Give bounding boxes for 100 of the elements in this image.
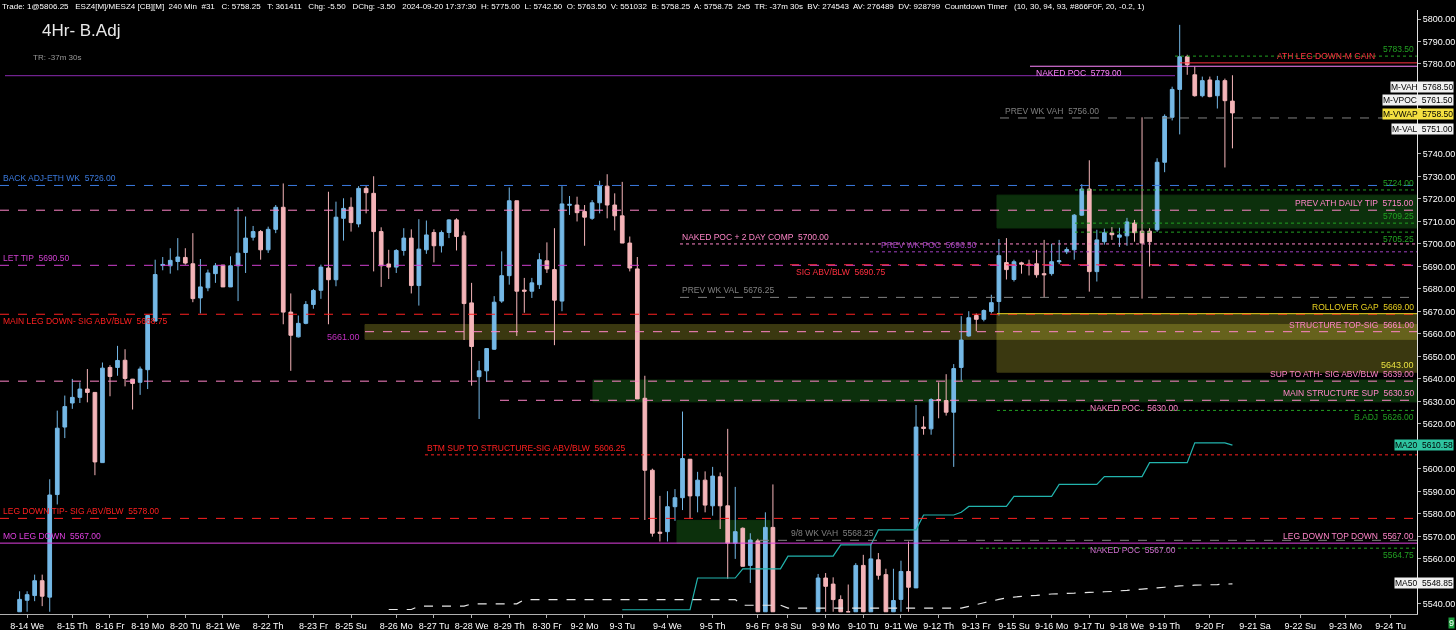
candlestick — [265, 226, 271, 254]
candlestick — [228, 255, 233, 288]
candlestick — [439, 229, 444, 253]
candlestick — [1177, 24, 1183, 135]
candlestick — [687, 458, 693, 520]
ref-line-label: MAIN STRUCTURE SUP 5630.50 — [1283, 388, 1415, 398]
candlestick — [506, 186, 512, 286]
candlestick — [295, 314, 301, 339]
candlestick — [823, 572, 828, 613]
candlestick — [160, 256, 166, 271]
candlestick — [574, 196, 580, 222]
candlestick — [1064, 246, 1070, 255]
x-tick-label: 9-3 Tu — [609, 620, 635, 630]
candlestick — [258, 229, 263, 261]
y-tick-label: 5660.00 — [1422, 329, 1456, 340]
candlestick — [913, 404, 919, 589]
candlestick — [619, 181, 625, 244]
x-tick-label: 9-2 Mo — [570, 620, 599, 630]
candlestick — [702, 470, 708, 513]
ref-line-label: PREV ATH DAILY TIP 5715.00 — [1295, 198, 1414, 208]
candlestick — [921, 415, 926, 436]
candlestick — [213, 262, 218, 284]
candlestick — [966, 310, 972, 338]
candlestick — [1011, 259, 1017, 283]
candlestick — [424, 220, 429, 255]
ref-line-label: 9/8 WK VAH 5568.25 — [791, 528, 874, 538]
candlestick — [175, 237, 181, 271]
candlestick — [92, 391, 98, 476]
candlestick — [981, 308, 987, 322]
candlestick — [311, 288, 316, 310]
x-tick-label: 9-6 Fr — [745, 620, 770, 630]
candlestick — [107, 364, 113, 397]
y-tick-label: 5650.00 — [1422, 351, 1456, 362]
candlestick — [996, 238, 1002, 316]
candlestick — [1019, 261, 1024, 275]
x-tick-label: 9-15 Su — [998, 620, 1030, 630]
candlestick — [755, 538, 761, 613]
candlestick — [220, 264, 226, 288]
y-tick-label: 5560.00 — [1422, 554, 1456, 565]
x-tick-label: 9-21 Sa — [1239, 620, 1271, 630]
candlestick — [476, 360, 482, 420]
candlestick — [469, 282, 474, 387]
candlestick — [190, 232, 196, 303]
candlestick — [732, 486, 738, 560]
candlestick — [205, 269, 211, 292]
x-tick-label: 8-28 We — [454, 620, 489, 630]
candlestick — [378, 226, 384, 288]
candlestick — [235, 206, 241, 302]
candlestick — [627, 236, 633, 272]
x-tick-label: 8-29 Th — [493, 620, 525, 630]
candlestick — [1169, 86, 1175, 121]
candlestick — [32, 574, 37, 602]
candlestick — [1215, 75, 1220, 110]
candlestick — [672, 488, 678, 522]
candlestick — [1222, 78, 1228, 168]
y-tick-label: 5580.00 — [1422, 509, 1456, 520]
x-tick-label: 9-8 Su — [774, 620, 802, 630]
candlestick — [906, 541, 911, 613]
ref-line-label: PREV WK VAH 5756.00 — [1005, 106, 1100, 116]
candlestick — [589, 199, 595, 221]
y-tick-label: 5790.00 — [1422, 36, 1456, 47]
candlestick — [612, 192, 618, 231]
candlestick — [891, 568, 896, 613]
candlestick — [860, 554, 866, 613]
candlestick — [393, 248, 399, 274]
ref-line-label: 5564.75 — [1383, 550, 1414, 560]
ref-line-label: 5709.25 — [1383, 211, 1414, 221]
candlestick — [876, 552, 881, 581]
chart-subtitle: Trade: 1@5806.25 ESZ4[M]/MESZ4 [CB][M] 240 Min #31 C: 5758.25 T: 361411 Chg: -5.50 DChg: -3.50 2024-09-20 17:37:30 H: 5775.00 L: 5742.50 O: 5763.50 V: 551032 B: 5758.25 A: 5758.75 2x5 TR: -37m 30s BV: 274543 AV: 276489 DV: 928799 Countdown Timer (10, 30, 94, 93, #866F0F, 20, -0.2, 1) — [2, 2, 1145, 11]
candlestick — [122, 348, 128, 387]
candlestick — [371, 175, 376, 272]
candlestick — [250, 225, 256, 242]
candlestick — [567, 195, 572, 216]
x-tick-label: 9-11 We — [884, 620, 918, 630]
candlestick — [401, 227, 407, 257]
band-label: 5643.00 — [1381, 360, 1414, 370]
annotation: M-VAL 5751.00 — [1392, 124, 1453, 134]
ref-line-label: PREV WK VAL 5676.25 — [682, 285, 775, 295]
candlestick — [1049, 243, 1054, 277]
candlestick — [348, 196, 354, 233]
candlestick — [657, 495, 663, 543]
candlestick — [303, 300, 309, 325]
candlestick — [665, 490, 670, 543]
candlestick — [868, 543, 874, 613]
x-tick-label: 9-10 Tu — [848, 620, 879, 630]
x-tick-label: 9-17 Tu — [1074, 620, 1105, 630]
y-tick-label: 5680.00 — [1422, 284, 1456, 295]
candlestick — [85, 368, 90, 403]
candlestick — [62, 395, 68, 439]
y-tick-label: 5690.00 — [1422, 261, 1456, 272]
candlestick — [318, 264, 324, 300]
candlestick — [1132, 219, 1137, 243]
candlestick — [973, 312, 979, 332]
x-tick-label: 8-30 Fr — [532, 620, 562, 630]
ref-line-label: B.ADJ 5626.00 — [1354, 412, 1414, 422]
x-tick-label: 8-27 Tu — [418, 620, 450, 630]
x-tick-label: 8-19 Mo — [131, 620, 165, 630]
candlestick — [747, 532, 753, 584]
candlestick — [989, 294, 994, 314]
text: 4Hr- B.Adj — [42, 21, 121, 40]
